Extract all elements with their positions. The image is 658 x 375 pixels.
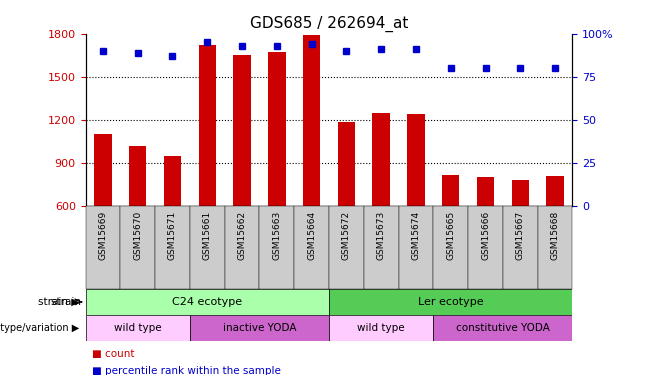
Bar [434, 315, 572, 341]
Bar [224, 206, 259, 289]
Text: GSM15663: GSM15663 [272, 210, 282, 260]
Text: GSM15674: GSM15674 [411, 210, 420, 260]
Bar [86, 315, 190, 341]
Bar [329, 315, 434, 341]
Bar [190, 315, 329, 341]
Bar [120, 206, 155, 289]
Bar [364, 206, 399, 289]
Text: GSM15670: GSM15670 [133, 210, 142, 260]
Bar [86, 289, 329, 315]
Text: ■ percentile rank within the sample: ■ percentile rank within the sample [92, 366, 281, 375]
Text: strain ▶: strain ▶ [38, 297, 79, 307]
Bar [546, 176, 564, 206]
Bar [199, 45, 216, 206]
Bar [190, 206, 224, 289]
Text: GSM15669: GSM15669 [99, 210, 107, 260]
Bar [512, 180, 529, 206]
Bar [399, 206, 434, 289]
Text: GSM15661: GSM15661 [203, 210, 212, 260]
Title: GDS685 / 262694_at: GDS685 / 262694_at [250, 16, 408, 32]
Bar [164, 156, 181, 206]
Text: GSM15673: GSM15673 [376, 210, 386, 260]
Bar [329, 206, 364, 289]
Text: Ler ecotype: Ler ecotype [418, 297, 484, 307]
Text: GSM15662: GSM15662 [238, 210, 247, 260]
Text: constitutive YODA: constitutive YODA [456, 323, 550, 333]
Bar [477, 177, 494, 206]
Bar [372, 113, 390, 206]
Bar [268, 53, 286, 206]
Text: wild type: wild type [114, 323, 161, 333]
Bar [407, 114, 424, 206]
Bar [94, 134, 112, 206]
Text: inactive YODA: inactive YODA [222, 323, 296, 333]
Bar [259, 206, 294, 289]
Bar [303, 35, 320, 206]
Bar [503, 206, 538, 289]
Text: GSM15665: GSM15665 [446, 210, 455, 260]
Text: GSM15672: GSM15672 [342, 210, 351, 260]
Text: GSM15671: GSM15671 [168, 210, 177, 260]
Bar [338, 122, 355, 206]
Text: GSM15666: GSM15666 [481, 210, 490, 260]
Bar [442, 175, 459, 206]
Text: GSM15668: GSM15668 [551, 210, 559, 260]
Bar [86, 206, 120, 289]
Bar [468, 206, 503, 289]
Bar [294, 206, 329, 289]
Text: ■ count: ■ count [92, 349, 135, 359]
Text: wild type: wild type [357, 323, 405, 333]
Bar [329, 289, 572, 315]
Text: C24 ecotype: C24 ecotype [172, 297, 242, 307]
Text: genotype/variation ▶: genotype/variation ▶ [0, 323, 79, 333]
Bar [434, 206, 468, 289]
Text: strain: strain [51, 297, 84, 307]
Bar [129, 146, 147, 206]
Bar [155, 206, 190, 289]
Text: GSM15667: GSM15667 [516, 210, 525, 260]
Text: GSM15664: GSM15664 [307, 210, 316, 260]
Bar [234, 56, 251, 206]
Bar [538, 206, 572, 289]
